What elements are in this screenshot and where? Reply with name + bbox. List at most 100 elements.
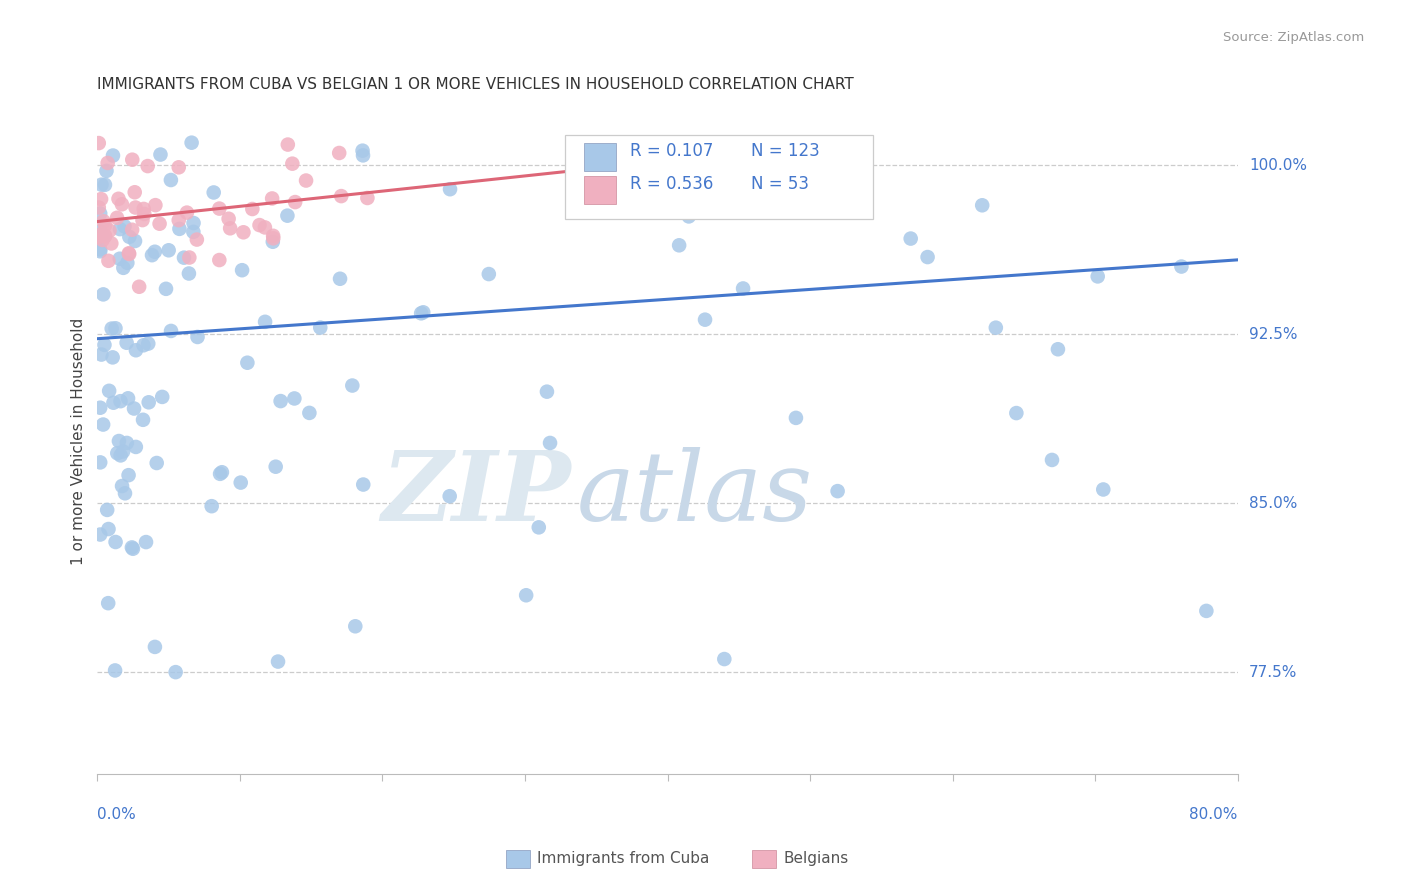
Point: [262, 191, 284, 205]
Point: [124, 186, 146, 200]
Point: [1195, 604, 1218, 618]
Point: [89, 455, 111, 469]
Point: [917, 250, 939, 264]
Text: R = 0.107: R = 0.107: [630, 142, 713, 160]
Point: [733, 281, 755, 295]
Point: [1040, 453, 1063, 467]
Point: [254, 315, 277, 329]
FancyBboxPatch shape: [565, 136, 873, 219]
Point: [262, 235, 284, 249]
Point: [97, 596, 120, 610]
Point: [94, 178, 117, 192]
Point: [94, 229, 117, 244]
Point: [98, 384, 121, 398]
Point: [236, 356, 259, 370]
Point: [132, 413, 155, 427]
Point: [87, 136, 110, 150]
Point: [90, 192, 112, 206]
Point: [267, 655, 290, 669]
Text: IMMIGRANTS FROM CUBA VS BELGIAN 1 OR MORE VEHICLES IN HOUSEHOLD CORRELATION CHAR: IMMIGRANTS FROM CUBA VS BELGIAN 1 OR MOR…: [97, 78, 853, 93]
Point: [110, 394, 132, 409]
Point: [786, 194, 808, 208]
Point: [111, 197, 134, 211]
FancyBboxPatch shape: [585, 176, 616, 204]
Point: [538, 436, 561, 450]
Point: [155, 282, 177, 296]
Point: [108, 252, 131, 266]
Point: [143, 640, 166, 654]
Point: [122, 401, 145, 416]
Point: [89, 243, 111, 257]
Text: Immigrants from Cuba: Immigrants from Cuba: [537, 851, 710, 865]
Point: [827, 484, 849, 499]
Point: [298, 406, 321, 420]
Point: [108, 434, 131, 448]
Point: [89, 224, 111, 238]
Point: [439, 182, 461, 196]
Point: [412, 305, 434, 319]
Point: [101, 351, 124, 365]
Point: [97, 522, 120, 536]
Point: [208, 202, 231, 216]
Point: [94, 219, 117, 233]
Point: [1092, 483, 1115, 497]
Point: [108, 222, 131, 236]
Point: [209, 467, 232, 481]
Point: [136, 336, 159, 351]
Point: [117, 468, 139, 483]
Text: R = 0.536: R = 0.536: [630, 176, 713, 194]
Point: [515, 588, 537, 602]
Point: [211, 465, 233, 479]
Point: [145, 198, 167, 212]
Point: [232, 225, 254, 239]
Point: [177, 267, 200, 281]
Point: [229, 475, 252, 490]
Point: [283, 392, 305, 406]
Text: N = 123: N = 123: [751, 142, 820, 160]
Point: [201, 499, 224, 513]
Point: [167, 213, 190, 227]
Point: [121, 153, 143, 167]
Text: 0.0%: 0.0%: [97, 807, 136, 822]
Point: [91, 417, 114, 432]
Point: [167, 161, 190, 175]
Point: [1046, 343, 1069, 357]
Point: [122, 541, 145, 556]
Point: [253, 220, 276, 235]
Text: 80.0%: 80.0%: [1189, 807, 1237, 822]
Point: [668, 238, 690, 252]
Point: [785, 410, 807, 425]
Point: [411, 306, 433, 320]
Point: [96, 503, 118, 517]
Point: [125, 440, 148, 454]
Point: [104, 535, 127, 549]
Point: [173, 251, 195, 265]
Point: [328, 146, 350, 161]
Point: [103, 395, 125, 409]
Point: [128, 279, 150, 293]
Point: [202, 186, 225, 200]
Point: [138, 395, 160, 409]
Point: [262, 228, 284, 243]
Point: [183, 216, 205, 230]
Text: Belgians: Belgians: [783, 851, 848, 865]
Y-axis label: 1 or more Vehicles in Household: 1 or more Vehicles in Household: [72, 318, 86, 565]
Point: [180, 136, 202, 150]
Point: [527, 520, 550, 534]
Point: [91, 287, 114, 301]
Point: [90, 227, 112, 242]
Point: [1170, 260, 1192, 274]
Point: [104, 664, 127, 678]
Point: [713, 652, 735, 666]
Point: [972, 198, 994, 212]
Text: N = 53: N = 53: [751, 176, 808, 194]
Point: [352, 477, 374, 491]
Point: [105, 211, 128, 225]
Point: [284, 195, 307, 210]
Point: [124, 201, 146, 215]
Point: [696, 191, 718, 205]
Point: [101, 148, 124, 162]
Point: [91, 229, 114, 244]
Point: [249, 218, 271, 232]
Point: [693, 312, 716, 326]
